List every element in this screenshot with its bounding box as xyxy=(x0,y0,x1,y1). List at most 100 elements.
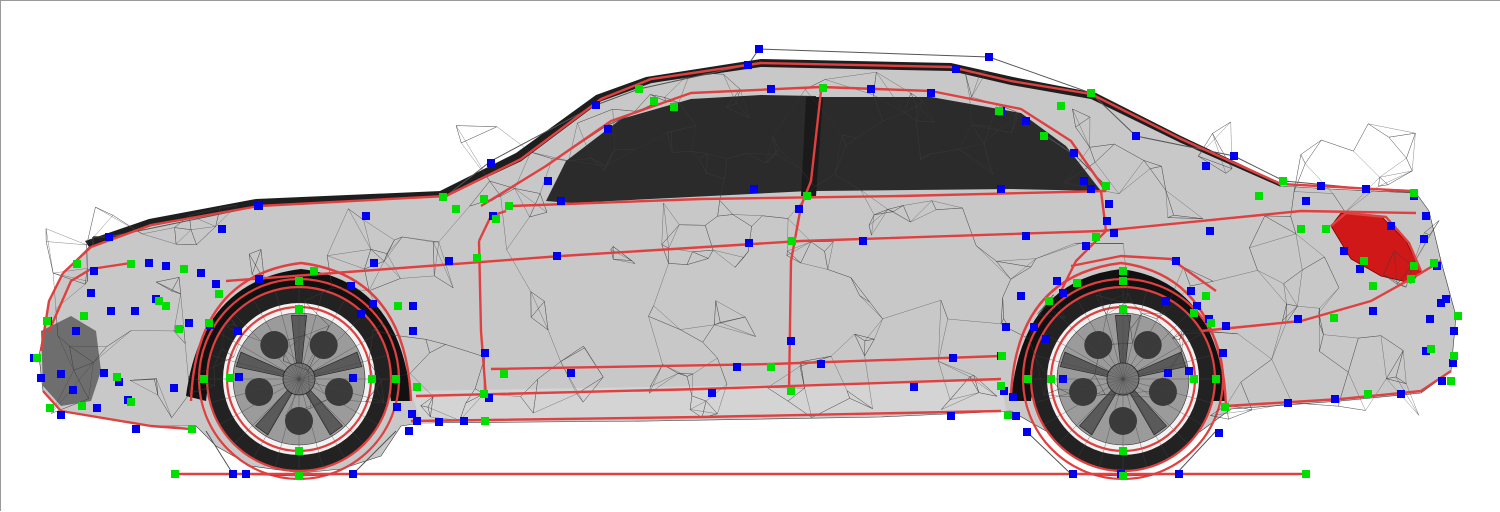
control-point-handle[interactable] xyxy=(1422,212,1430,220)
anchor-point-handle[interactable] xyxy=(995,107,1003,115)
anchor-point-handle[interactable] xyxy=(1073,279,1081,287)
anchor-point-handle[interactable] xyxy=(73,260,81,268)
anchor-point-handle[interactable] xyxy=(295,447,303,455)
anchor-point-handle[interactable] xyxy=(1045,297,1053,305)
anchor-point-handle[interactable] xyxy=(1207,319,1215,327)
control-point-handle[interactable] xyxy=(1110,229,1118,237)
control-point-handle[interactable] xyxy=(592,101,600,109)
anchor-point-handle[interactable] xyxy=(394,302,402,310)
control-point-handle[interactable] xyxy=(1437,299,1445,307)
control-point-handle[interactable] xyxy=(1185,367,1193,375)
control-point-handle[interactable] xyxy=(1009,393,1017,401)
control-point-handle[interactable] xyxy=(1302,197,1310,205)
control-point-handle[interactable] xyxy=(1087,185,1095,193)
control-point-handle[interactable] xyxy=(1059,289,1067,297)
control-point-handle[interactable] xyxy=(409,302,417,310)
anchor-point-handle[interactable] xyxy=(155,297,163,305)
control-point-handle[interactable] xyxy=(750,185,758,193)
anchor-point-handle[interactable] xyxy=(1202,292,1210,300)
anchor-point-handle[interactable] xyxy=(392,375,400,383)
control-point-handle[interactable] xyxy=(72,327,80,335)
anchor-point-handle[interactable] xyxy=(788,237,796,245)
anchor-point-handle[interactable] xyxy=(43,317,51,325)
control-point-handle[interactable] xyxy=(235,373,243,381)
anchor-point-handle[interactable] xyxy=(1450,352,1458,360)
control-point-handle[interactable] xyxy=(997,185,1005,193)
control-point-handle[interactable] xyxy=(859,237,867,245)
control-point-handle[interactable] xyxy=(229,470,237,478)
anchor-point-handle[interactable] xyxy=(819,84,827,92)
anchor-point-handle[interactable] xyxy=(200,375,208,383)
anchor-point-handle[interactable] xyxy=(1040,132,1048,140)
anchor-point-handle[interactable] xyxy=(998,352,1006,360)
control-point-handle[interactable] xyxy=(1059,375,1067,383)
anchor-point-handle[interactable] xyxy=(1087,89,1095,97)
control-point-handle[interactable] xyxy=(349,374,357,382)
control-point-handle[interactable] xyxy=(1105,200,1113,208)
anchor-point-handle[interactable] xyxy=(171,470,179,478)
anchor-point-handle[interactable] xyxy=(310,267,318,275)
anchor-point-handle[interactable] xyxy=(413,383,421,391)
control-point-handle[interactable] xyxy=(105,233,113,241)
control-point-handle[interactable] xyxy=(1172,257,1180,265)
control-point-handle[interactable] xyxy=(1193,302,1201,310)
anchor-point-handle[interactable] xyxy=(1119,305,1127,313)
control-point-handle[interactable] xyxy=(370,259,378,267)
anchor-point-handle[interactable] xyxy=(1369,282,1377,290)
anchor-point-handle[interactable] xyxy=(1057,102,1065,110)
control-point-handle[interactable] xyxy=(1080,177,1088,185)
anchor-point-handle[interactable] xyxy=(1427,345,1435,353)
control-point-handle[interactable] xyxy=(255,275,263,283)
control-point-handle[interactable] xyxy=(349,470,357,478)
control-point-handle[interactable] xyxy=(1317,182,1325,190)
anchor-point-handle[interactable] xyxy=(1221,403,1229,411)
control-point-handle[interactable] xyxy=(1002,323,1010,331)
control-point-handle[interactable] xyxy=(131,307,139,315)
control-point-handle[interactable] xyxy=(37,374,45,382)
control-point-handle[interactable] xyxy=(927,89,935,97)
control-point-handle[interactable] xyxy=(1340,247,1348,255)
anchor-point-handle[interactable] xyxy=(205,319,213,327)
control-point-handle[interactable] xyxy=(234,327,242,335)
anchor-point-handle[interactable] xyxy=(452,205,460,213)
anchor-point-handle[interactable] xyxy=(767,363,775,371)
anchor-point-handle[interactable] xyxy=(295,277,303,285)
control-point-handle[interactable] xyxy=(408,410,416,418)
control-point-handle[interactable] xyxy=(1022,232,1030,240)
anchor-point-handle[interactable] xyxy=(803,192,811,200)
control-point-handle[interactable] xyxy=(170,384,178,392)
control-point-handle[interactable] xyxy=(87,289,95,297)
anchor-point-handle[interactable] xyxy=(1330,314,1338,322)
control-point-handle[interactable] xyxy=(1053,277,1061,285)
anchor-point-handle[interactable] xyxy=(1255,192,1263,200)
anchor-point-handle[interactable] xyxy=(1102,182,1110,190)
anchor-point-handle[interactable] xyxy=(1119,267,1127,275)
control-point-handle[interactable] xyxy=(409,327,417,335)
control-point-handle[interactable] xyxy=(1369,307,1377,315)
control-point-handle[interactable] xyxy=(57,370,65,378)
control-point-handle[interactable] xyxy=(1206,227,1214,235)
control-point-handle[interactable] xyxy=(1426,315,1434,323)
control-point-handle[interactable] xyxy=(949,354,957,362)
control-point-handle[interactable] xyxy=(393,403,401,411)
control-point-handle[interactable] xyxy=(745,239,753,247)
control-point-handle[interactable] xyxy=(817,360,825,368)
control-point-handle[interactable] xyxy=(755,45,763,53)
anchor-point-handle[interactable] xyxy=(127,398,135,406)
control-point-handle[interactable] xyxy=(947,412,955,420)
anchor-point-handle[interactable] xyxy=(480,390,488,398)
control-point-handle[interactable] xyxy=(787,337,795,345)
control-point-handle[interactable] xyxy=(1187,287,1195,295)
anchor-point-handle[interactable] xyxy=(1190,375,1198,383)
control-point-handle[interactable] xyxy=(1356,265,1364,273)
anchor-point-handle[interactable] xyxy=(439,193,447,201)
control-point-handle[interactable] xyxy=(733,363,741,371)
control-point-handle[interactable] xyxy=(362,212,370,220)
anchor-point-handle[interactable] xyxy=(1212,375,1220,383)
control-point-handle[interactable] xyxy=(69,386,77,394)
control-point-handle[interactable] xyxy=(1012,412,1020,420)
anchor-point-handle[interactable] xyxy=(480,195,488,203)
control-point-handle[interactable] xyxy=(1387,222,1395,230)
anchor-point-handle[interactable] xyxy=(180,265,188,273)
